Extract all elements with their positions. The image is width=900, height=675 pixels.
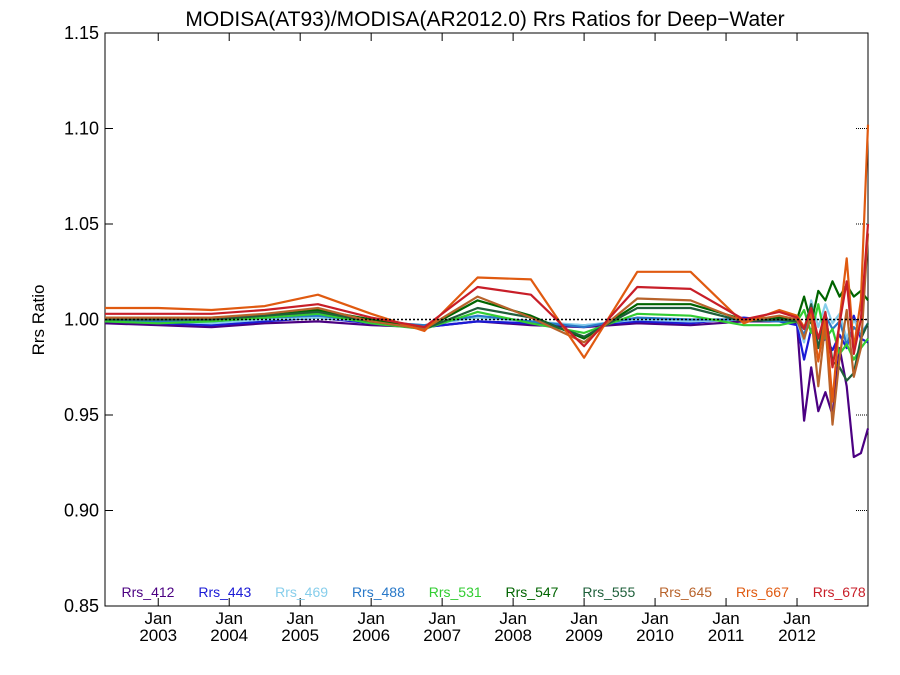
- x-tick-year-label: 2012: [778, 626, 816, 645]
- series-line-rrs_667: [105, 124, 870, 403]
- x-tick-month-label: Jan: [357, 609, 384, 628]
- legend-item-rrs_469: Rrs_469: [275, 584, 328, 600]
- x-tick-month-label: Jan: [712, 609, 739, 628]
- legend-item-rrs_488: Rrs_488: [352, 584, 405, 600]
- y-tick-label: 1.00: [64, 310, 99, 330]
- chart-title: MODISA(AT93)/MODISA(AR2012.0) Rrs Ratios…: [185, 8, 784, 31]
- y-tick-label: 0.95: [64, 405, 99, 425]
- legend-item-rrs_531: Rrs_531: [429, 584, 482, 600]
- x-tick-month-label: Jan: [145, 609, 172, 628]
- legend-item-rrs_547: Rrs_547: [506, 584, 559, 600]
- series-line-rrs_412: [104, 320, 870, 459]
- x-tick-year-label: 2010: [636, 626, 674, 645]
- series-line-rrs_678: [105, 223, 870, 369]
- legend-item-rrs_555: Rrs_555: [582, 584, 635, 600]
- x-tick-year-label: 2004: [210, 626, 248, 645]
- legend-item-rrs_678: Rrs_678: [813, 584, 866, 600]
- x-axis-ticks: Jan2003Jan2004Jan2005Jan2006Jan2007Jan20…: [139, 33, 816, 645]
- x-tick-year-label: 2005: [281, 626, 319, 645]
- y-tick-label: 0.90: [64, 501, 99, 521]
- x-tick-year-label: 2007: [423, 626, 461, 645]
- y-tick-label: 1.05: [64, 214, 99, 234]
- legend-item-rrs_443: Rrs_443: [198, 584, 251, 600]
- series-line-rrs_645: [105, 233, 870, 426]
- x-tick-month-label: Jan: [641, 609, 668, 628]
- x-tick-month-label: Jan: [286, 609, 313, 628]
- legend-item-rrs_645: Rrs_645: [659, 584, 712, 600]
- x-tick-month-label: Jan: [215, 609, 242, 628]
- y-tick-label: 0.85: [64, 596, 99, 616]
- y-tick-label: 1.10: [64, 119, 99, 139]
- x-tick-year-label: 2011: [708, 626, 745, 645]
- x-tick-year-label: 2003: [139, 626, 177, 645]
- x-tick-year-label: 2009: [565, 626, 603, 645]
- legend: Rrs_412 Rrs_443 Rrs_469 Rrs_488 Rrs_531 Rrs_5…: [122, 584, 866, 600]
- legend-item-rrs_412: Rrs_412: [122, 584, 175, 600]
- x-tick-month-label: Jan: [570, 609, 597, 628]
- legend-item-rrs_667: Rrs_667: [736, 584, 789, 600]
- y-axis-label: Rrs Ratio: [29, 285, 48, 356]
- y-tick-label: 1.15: [64, 23, 99, 43]
- x-tick-month-label: Jan: [428, 609, 455, 628]
- x-tick-year-label: 2006: [352, 626, 390, 645]
- x-tick-year-label: 2008: [494, 626, 532, 645]
- x-tick-month-label: Jan: [499, 609, 526, 628]
- series-lines: [104, 124, 870, 459]
- x-tick-month-label: Jan: [783, 609, 810, 628]
